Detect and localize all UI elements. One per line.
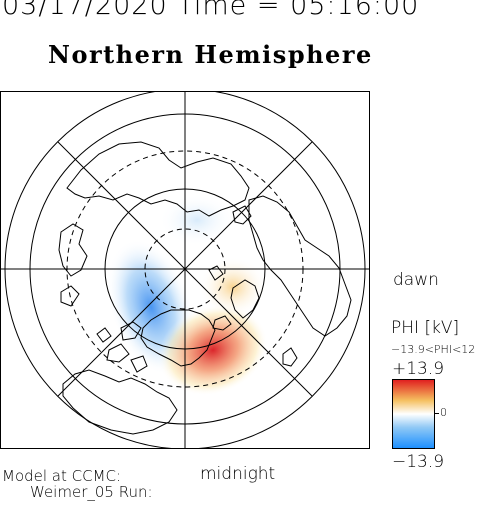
polar-potential-map [1,92,369,448]
coastline-siberia [66,141,250,217]
coastlines [58,141,352,435]
colorbar-zero-tick [434,413,439,414]
coastline-europe [248,195,352,337]
colorbar-range-label: −13.9<PHI<12 [391,343,476,356]
dawn-label: dawn [393,270,439,290]
coastline-novaya-zemlya [232,205,252,225]
coastline-alaska [58,223,88,277]
coastline-greenland [140,309,216,367]
colorbar-zero-label: 0 [440,406,447,419]
coastline-north-america [62,369,178,435]
colorbar-max-label: +13.9 [392,359,445,379]
footer-model-line: Model at CCMC: [2,467,122,485]
colorbar-min-label: −13.9 [392,452,445,472]
date-time-heading: 03/17/2020 Time = 05:16:00 [2,0,420,21]
coastline-kamchatka [60,285,80,307]
coastline-scandinavia [230,279,260,319]
polar-map-panel [0,91,370,449]
footer-run-line: Weimer_05 Run: [30,483,153,501]
coastline-uk [282,347,298,367]
colorbar-title: PHI [kV] [391,318,460,338]
midnight-label: midnight [200,464,276,484]
map-title: Northern Hemisphere [48,40,373,69]
meridian-diagonal-2 [57,141,313,397]
colorbar-gradient [392,379,435,449]
coastline-iceland [212,315,232,331]
coastline-canada-islands [96,321,148,373]
coastline-svalbard [208,265,224,281]
meridian-lines [1,92,369,448]
